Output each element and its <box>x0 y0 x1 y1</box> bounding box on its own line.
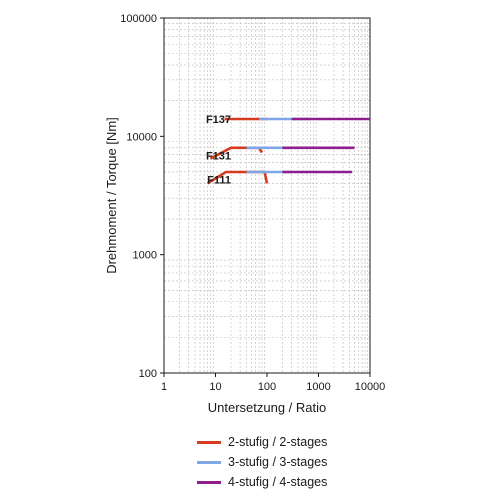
legend-item-3-stages: 3-stufig / 3-stages <box>197 452 327 472</box>
legend-swatch-3-stages <box>197 460 221 464</box>
series-lines <box>206 117 370 185</box>
legend-swatch-2-stages <box>197 440 221 444</box>
x-tick-label: 10000 <box>355 381 386 393</box>
axis-ticks: 1 10 100 1000 10000 100 1000 10000 100000 <box>120 13 385 393</box>
x-tick-label: 10 <box>209 381 221 393</box>
y-tick-label: 100 <box>139 368 157 380</box>
legend-item-2-stages: 2-stufig / 2-stages <box>197 432 327 452</box>
y-tick-label: 10000 <box>126 131 157 143</box>
y-tick-label: 1000 <box>133 250 157 262</box>
legend-item-4-stages: 4-stufig / 4-stages <box>197 472 327 492</box>
legend-label-2-stages: 2-stufig / 2-stages <box>228 435 328 449</box>
legend: 2-stufig / 2-stages 3-stufig / 3-stages … <box>197 432 327 492</box>
x-tick-label: 1000 <box>306 381 330 393</box>
x-tick-label: 100 <box>258 381 276 393</box>
legend-swatch-4-stages <box>197 480 221 484</box>
series-line-f111-two <box>206 170 269 185</box>
legend-label-3-stages: 3-stufig / 3-stages <box>228 455 328 469</box>
series-labels: F137 F131 F111 <box>206 114 231 187</box>
series-label-f137: F137 <box>206 114 231 126</box>
y-tick-label: 100000 <box>120 13 157 25</box>
y-axis-title: Drehmoment / Torque [Nm] <box>104 117 119 274</box>
series-line-f131-two <box>209 146 264 160</box>
legend-label-4-stages: 4-stufig / 4-stages <box>228 475 328 489</box>
x-tick-label: 1 <box>161 381 167 393</box>
grid <box>164 18 370 373</box>
series-label-f111: F111 <box>207 175 231 187</box>
series-label-f131: F131 <box>206 150 231 162</box>
x-axis-title: Untersetzung / Ratio <box>208 400 327 415</box>
